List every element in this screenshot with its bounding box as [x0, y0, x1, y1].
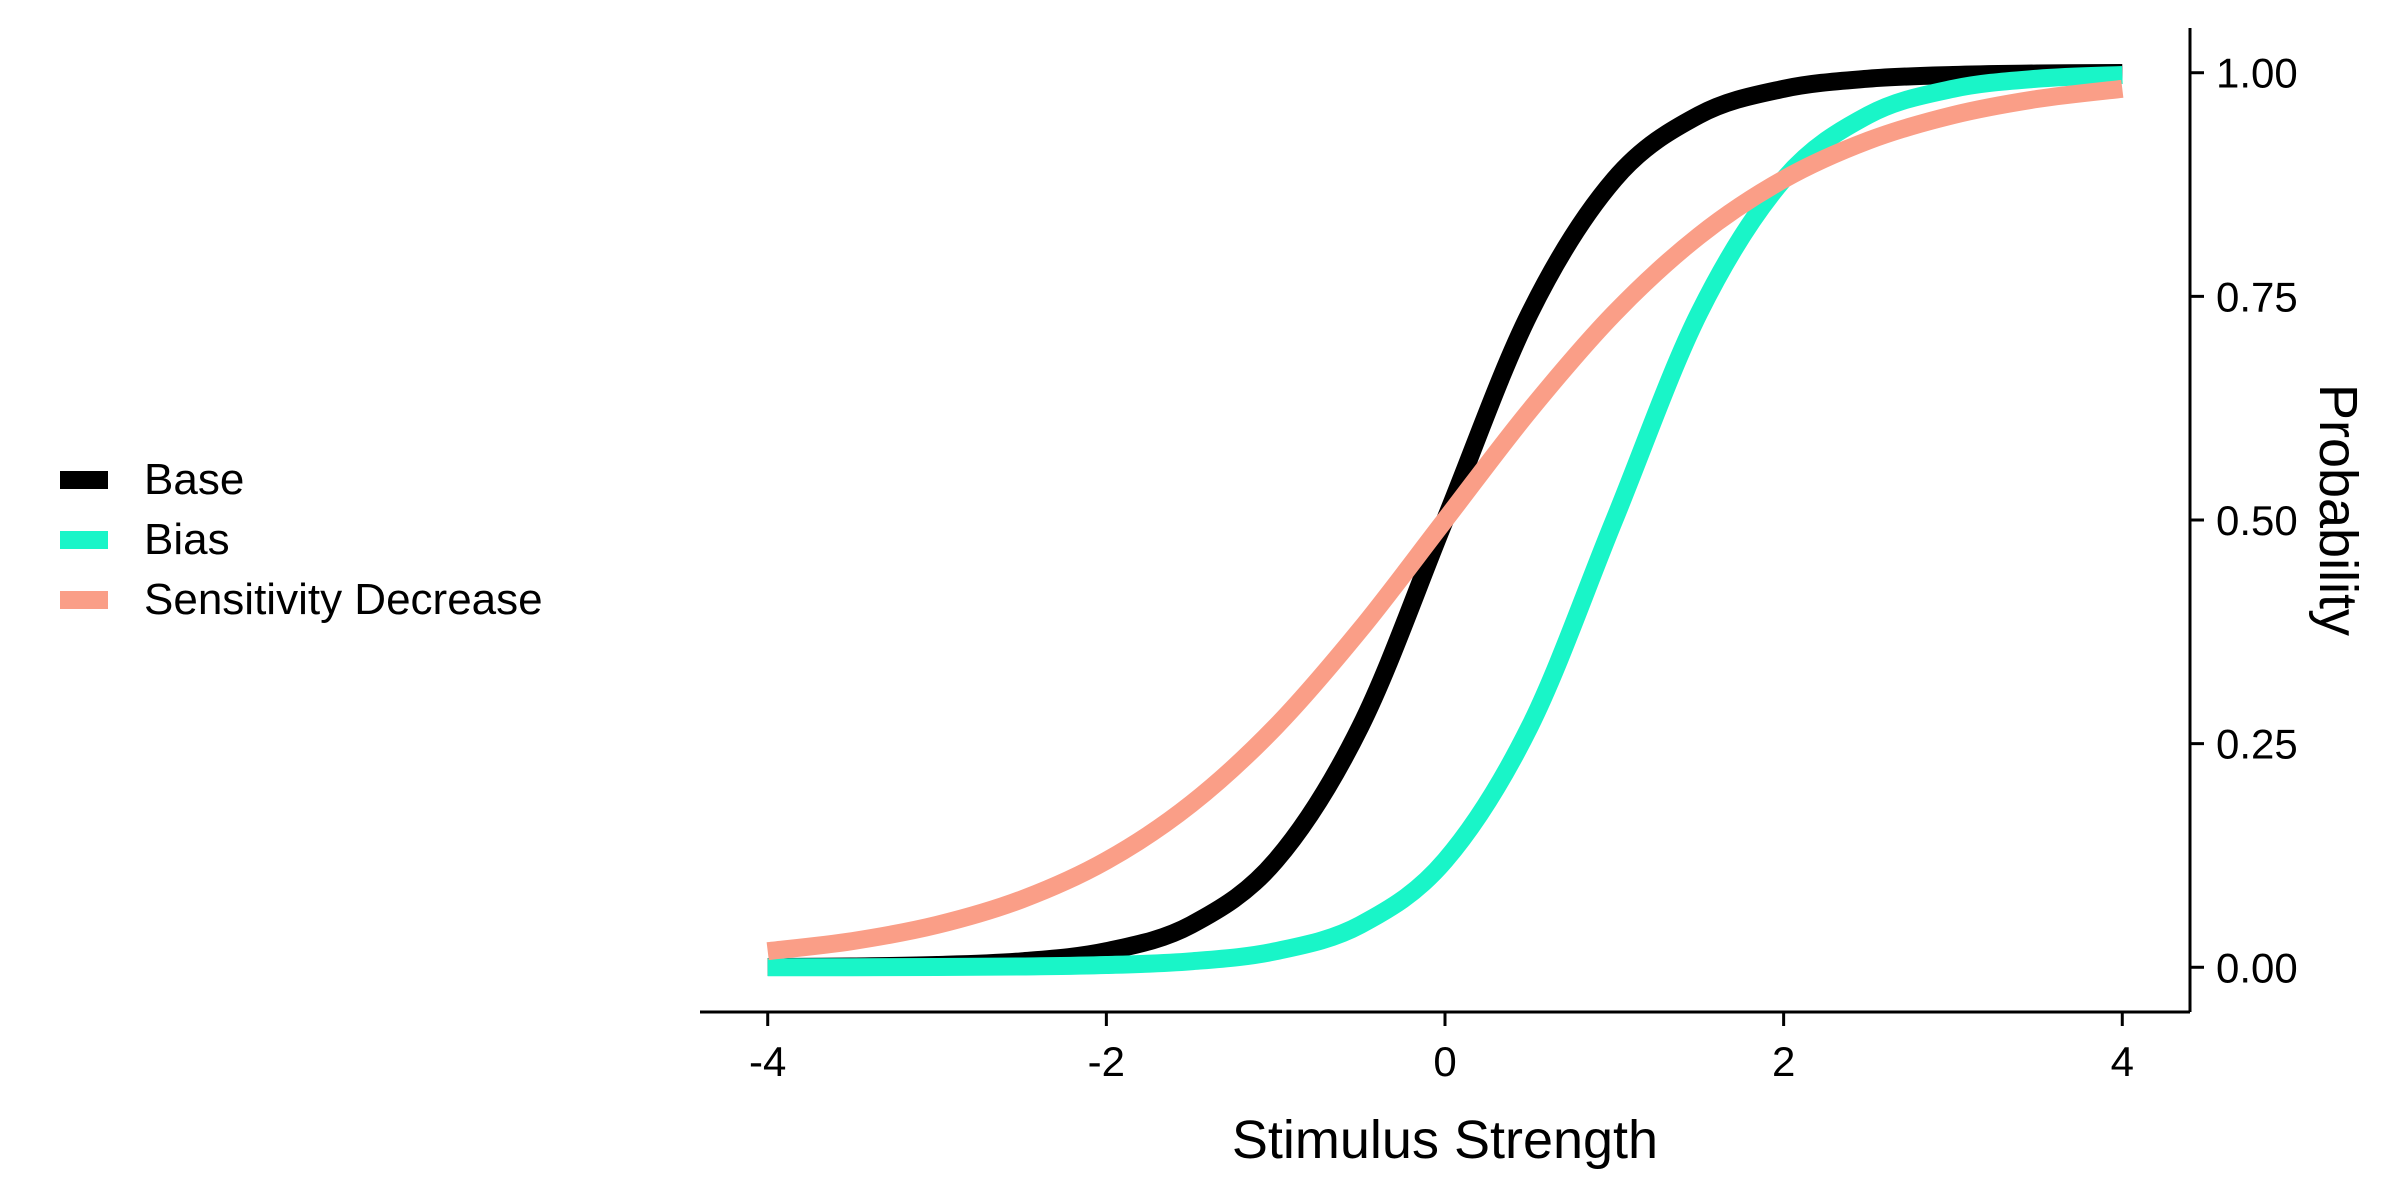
legend-key-bias [60, 531, 108, 549]
legend-item-bias: Bias [60, 510, 543, 570]
legend-item-sensitivity-decrease: Sensitivity Decrease [60, 570, 543, 630]
x-tick-label: -4 [749, 1038, 786, 1085]
y-axis-title: Probability [2308, 384, 2368, 636]
x-axis-title: Stimulus Strength [1232, 1110, 1658, 1170]
y-ticks: 0.00 0.25 0.50 0.75 1.00 [2190, 50, 2298, 991]
legend-label-bias: Bias [144, 515, 230, 564]
legend-label-base: Base [144, 455, 245, 504]
y-tick-label: 0.50 [2216, 497, 2298, 544]
x-tick-label: 0 [1433, 1038, 1456, 1085]
x-tick-label: 4 [2111, 1038, 2134, 1085]
series-line-bias [767, 66, 2123, 977]
legend-key-base [60, 471, 108, 489]
x-tick-label: 2 [1772, 1038, 1795, 1085]
legend-item-base: Base [60, 450, 543, 510]
legend-key-sensitivity-decrease [60, 591, 108, 609]
y-tick-label: 0.75 [2216, 273, 2298, 320]
x-tick-label: -2 [1088, 1038, 1125, 1085]
legend: Base Bias Sensitivity Decrease [60, 450, 543, 630]
y-tick-label: 1.00 [2216, 50, 2298, 97]
series-line-sensitivity-decrease [766, 79, 2124, 961]
plot-lines [766, 64, 2124, 977]
y-tick-label: 0.00 [2216, 944, 2298, 991]
y-tick-label: 0.25 [2216, 721, 2298, 768]
x-ticks: -4 -2 0 2 4 [749, 1012, 2134, 1085]
legend-label-sensitivity-decrease: Sensitivity Decrease [144, 575, 543, 624]
